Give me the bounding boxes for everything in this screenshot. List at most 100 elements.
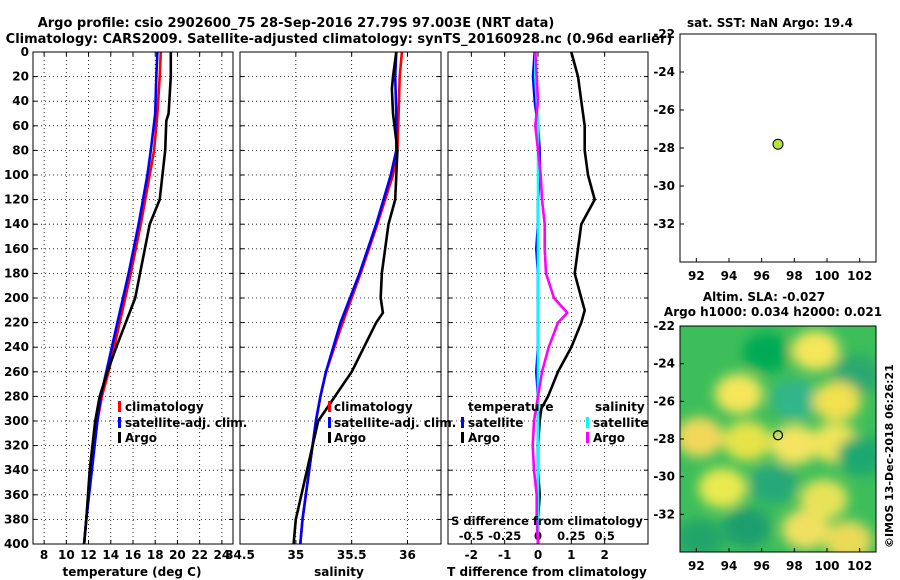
salinity-frame — [239, 51, 442, 545]
difference-panel: -2 -1 0 1 2 -0.5 -0.25 0 0.25 0.5 S difference f… — [447, 51, 649, 579]
salinity-grid — [239, 51, 441, 545]
temperature-lines — [82, 51, 173, 545]
sla-anomaly-blob — [742, 332, 791, 373]
y-tick-label: 160 — [4, 242, 29, 256]
x-tick-label: 102 — [847, 559, 872, 573]
sla-anomaly-blob — [749, 464, 798, 505]
sla-map-title: Altim. SLA: -0.027 — [703, 290, 825, 304]
sla-map-points — [772, 430, 784, 441]
x-tick-label: 2 — [600, 548, 608, 562]
title-line-2: Climatology: CARS2009. Satellite-adjuste… — [6, 32, 673, 47]
x-tick-label: 10 — [58, 548, 75, 562]
sst-map-points — [772, 138, 784, 150]
y-tick-label: 20 — [12, 70, 29, 84]
legend-label-argo: Argo — [334, 431, 366, 445]
legend-swatch-argo — [461, 432, 464, 443]
temperature-grid — [33, 51, 233, 545]
x-tick-label: 100 — [814, 559, 839, 573]
temperature-y-ticks: 0 20 40 60 80 100 120 140 160 180 200 220 240 260 280 3… — [4, 45, 29, 551]
x-tick-label: 14 — [102, 548, 119, 562]
legend-swatch-satellite — [586, 417, 589, 428]
argo-location-marker — [772, 430, 784, 441]
y-tick-label: -28 — [653, 432, 675, 446]
x-tick-label: 22 — [191, 548, 208, 562]
legend-label-argo: Argo — [593, 431, 625, 445]
x2-tick-label: 0.25 — [557, 529, 585, 543]
sla-map-ticks: 92 94 96 98 100 102 -22 -24 -26 -28 -30 -32 — [653, 319, 872, 573]
y-tick-label: 400 — [4, 537, 29, 551]
legend-label-climatology: climatology — [125, 400, 204, 414]
y-tick-label: 100 — [4, 168, 29, 182]
y-tick-label: -30 — [653, 179, 675, 193]
y-tick-label: 320 — [4, 439, 29, 453]
legend-label-satellite: satellite — [468, 416, 523, 430]
y-tick-label: -22 — [653, 27, 675, 41]
salinity-x-ticks: 34.5 35 35.5 36 — [225, 548, 416, 562]
salinity-lines — [292, 51, 404, 545]
y-tick-label: -32 — [653, 217, 675, 231]
salinity-xlabel: salinity — [314, 565, 364, 579]
x-tick-label: 100 — [814, 269, 839, 283]
y-tick-label: 0 — [21, 45, 29, 59]
sla-anomaly-blob — [824, 520, 873, 552]
y-tick-label: 40 — [12, 94, 29, 108]
y-tick-label: 120 — [4, 193, 29, 207]
sla-anomaly-blob — [781, 509, 830, 550]
y-tick-label: 200 — [4, 291, 29, 305]
sla-anomaly-blob — [812, 381, 861, 422]
difference-frame — [447, 51, 649, 545]
salinity-panel: 34.5 35 35.5 36 salinity climatology satell… — [225, 51, 456, 579]
sla-anomaly-blob — [770, 379, 819, 420]
legend-swatch-satellite — [118, 417, 121, 428]
sst-map: sat. SST: NaN Argo: 19.4 92 94 96 98 100 102 -… — [653, 16, 877, 283]
difference-lines — [531, 51, 597, 545]
series-line-satellite-adj-clim- — [82, 51, 159, 545]
x2-tick-label: 0.5 — [594, 529, 614, 543]
x-tick-label: 1 — [567, 548, 575, 562]
legend-label-satellite: satellite-adj. clim. — [334, 416, 456, 430]
x-tick-label: 24 — [214, 548, 231, 562]
x-tick-label: 94 — [721, 269, 738, 283]
sla-anomaly-blob — [698, 467, 747, 508]
legend-swatch-satellite — [461, 417, 464, 428]
series-line-argo — [292, 51, 399, 545]
series-line-t-argo — [536, 51, 597, 544]
x-tick-label: 20 — [169, 548, 186, 562]
legend-label-argo: Argo — [125, 431, 157, 445]
legend-title-salinity: salinity — [595, 400, 645, 414]
y-tick-label: -26 — [653, 394, 675, 408]
y-tick-label: 80 — [12, 143, 29, 157]
sla-anomaly-blob — [722, 420, 771, 461]
sla-anomaly-blob — [791, 330, 840, 371]
x2-tick-label: -0.5 — [459, 529, 484, 543]
sla-map: Altim. SLA: -0.027 Argo h1000: 0.034 h20… — [653, 290, 882, 573]
y-tick-label: -22 — [653, 319, 675, 333]
y-tick-label: 340 — [4, 463, 29, 477]
legend-label-satellite: satellite-adj. clim. — [125, 416, 247, 430]
difference-xlabel: T difference from climatology — [447, 565, 647, 579]
sla-anomaly-blob — [799, 479, 848, 520]
legend-title-temperature: temperature — [468, 400, 553, 414]
x-tick-label: 102 — [847, 269, 872, 283]
y-tick-label: -24 — [653, 65, 675, 79]
sst-map-title: sat. SST: NaN Argo: 19.4 — [687, 16, 853, 30]
y-tick-label: 380 — [4, 512, 29, 526]
sla-map-field — [680, 330, 876, 552]
argo-location-marker — [772, 138, 784, 150]
credit-label: ©IMOS 13-Dec-2018 06:26:21 — [883, 364, 896, 548]
x-tick-label: 92 — [688, 269, 705, 283]
x-tick-label: 35.5 — [337, 548, 367, 562]
temperature-frame — [32, 51, 234, 545]
legend-swatch-satellite — [328, 417, 331, 428]
legend-swatch-argo — [586, 432, 589, 443]
title-line-1: Argo profile: csio 2902600_75 28-Sep-201… — [38, 16, 555, 31]
legend-label-argo: Argo — [468, 431, 500, 445]
salinity-diff-legend: salinity satellite Argo — [586, 400, 648, 445]
legend-label-satellite: satellite — [593, 416, 648, 430]
sla-map-subtitle: Argo h1000: 0.034 h2000: 0.021 — [664, 305, 882, 319]
x-tick-label: 0 — [534, 548, 542, 562]
series-line-s-satellite — [533, 52, 540, 544]
y-tick-label: -28 — [653, 141, 675, 155]
difference-x2label: S difference from climatology — [451, 514, 643, 528]
